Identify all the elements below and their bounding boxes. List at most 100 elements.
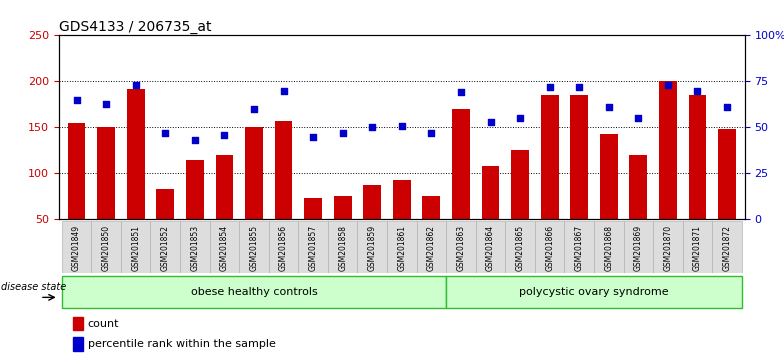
Point [603,104,615,110]
Bar [511,150,529,219]
FancyBboxPatch shape [506,221,535,273]
FancyBboxPatch shape [62,221,91,273]
Text: GSM201854: GSM201854 [220,225,229,272]
FancyBboxPatch shape [121,221,151,273]
Point [307,134,319,139]
Bar [127,89,144,219]
FancyBboxPatch shape [91,221,121,273]
FancyBboxPatch shape [535,221,564,273]
FancyBboxPatch shape [416,221,446,273]
FancyBboxPatch shape [564,221,594,273]
Bar [245,127,263,219]
Bar [600,134,618,219]
Text: GSM201858: GSM201858 [338,225,347,272]
Point [720,104,733,110]
Point [188,137,201,143]
Point [514,115,526,121]
Point [71,97,83,103]
Text: GSM201869: GSM201869 [633,225,643,272]
Point [543,84,556,90]
Bar [541,95,558,219]
FancyBboxPatch shape [683,221,713,273]
Text: polycystic ovary syndrome: polycystic ovary syndrome [519,287,669,297]
Point [573,84,586,90]
Point [632,115,644,121]
Bar [423,196,441,219]
Text: count: count [88,319,119,329]
Text: GSM201851: GSM201851 [131,225,140,272]
Bar [688,95,706,219]
Text: GSM201868: GSM201868 [604,225,613,272]
FancyBboxPatch shape [239,221,269,273]
FancyBboxPatch shape [151,221,180,273]
FancyBboxPatch shape [476,221,506,273]
Bar [216,155,234,219]
Bar [186,160,204,219]
Bar [156,189,174,219]
Point [691,88,704,93]
Bar [363,184,381,219]
Point [129,82,142,88]
Point [455,90,467,95]
FancyBboxPatch shape [269,221,298,273]
Bar [452,109,470,219]
Text: GSM201850: GSM201850 [102,225,111,272]
FancyBboxPatch shape [209,221,239,273]
FancyBboxPatch shape [653,221,683,273]
Text: GSM201853: GSM201853 [191,225,199,272]
Point [662,82,674,88]
Bar [334,196,351,219]
FancyBboxPatch shape [594,221,623,273]
Text: GSM201852: GSM201852 [161,225,170,272]
Text: obese healthy controls: obese healthy controls [191,287,318,297]
Text: GSM201859: GSM201859 [368,225,377,272]
FancyBboxPatch shape [446,276,742,308]
FancyBboxPatch shape [328,221,358,273]
Point [159,130,172,136]
Point [485,119,497,125]
Text: GSM201861: GSM201861 [397,225,406,272]
Text: GSM201872: GSM201872 [723,225,731,272]
Text: GSM201856: GSM201856 [279,225,288,272]
FancyBboxPatch shape [298,221,328,273]
Text: GSM201857: GSM201857 [309,225,318,272]
FancyBboxPatch shape [180,221,209,273]
Text: GSM201867: GSM201867 [575,225,584,272]
FancyBboxPatch shape [358,221,387,273]
FancyBboxPatch shape [713,221,742,273]
Bar [481,166,499,219]
Bar [630,155,648,219]
FancyBboxPatch shape [446,221,476,273]
Text: GSM201870: GSM201870 [663,225,673,272]
Text: disease state: disease state [2,282,67,292]
Bar [393,180,411,219]
FancyBboxPatch shape [387,221,416,273]
Text: GSM201849: GSM201849 [72,225,81,272]
Text: GSM201864: GSM201864 [486,225,495,272]
Bar [72,337,83,351]
Bar [67,123,85,219]
Text: GSM201871: GSM201871 [693,225,702,272]
Point [218,132,230,138]
Point [278,88,290,93]
Text: GSM201855: GSM201855 [249,225,259,272]
Point [366,125,379,130]
Point [425,130,437,136]
Bar [570,95,588,219]
Point [248,106,260,112]
Bar [274,121,292,219]
Point [395,123,408,129]
FancyBboxPatch shape [62,276,446,308]
Bar [718,129,736,219]
Bar [659,81,677,219]
Point [100,101,112,106]
Text: GSM201863: GSM201863 [456,225,466,272]
Text: GSM201862: GSM201862 [426,225,436,272]
Bar [304,198,322,219]
Point [336,130,349,136]
Bar [72,316,83,331]
Text: GSM201866: GSM201866 [545,225,554,272]
Text: percentile rank within the sample: percentile rank within the sample [88,339,275,349]
Bar [97,127,115,219]
Text: GDS4133 / 206735_at: GDS4133 / 206735_at [59,21,212,34]
